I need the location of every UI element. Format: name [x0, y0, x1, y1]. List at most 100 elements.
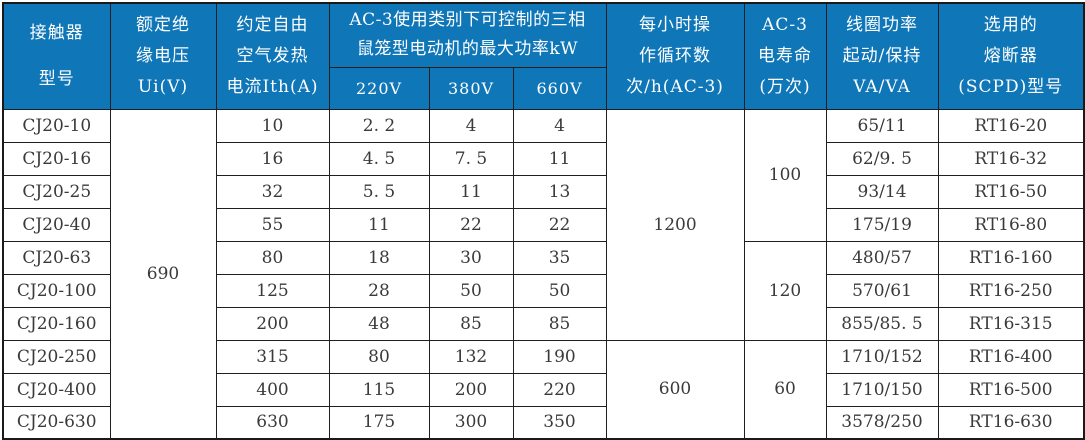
cell-thermal-current: 630 — [215, 405, 330, 440]
cell-power-220v: 80 — [328, 339, 430, 374]
cell-fuse-model: RT16-50 — [937, 174, 1085, 209]
cell-power-660v: 4 — [512, 108, 607, 143]
cell-power-380v: 85 — [428, 306, 514, 341]
cell-thermal-current: 55 — [215, 207, 330, 242]
header-fuse-model: 选用的 熔断器 (SCPD)型号 — [937, 2, 1085, 110]
cell-model: CJ20-10 — [2, 108, 111, 143]
cell-power-380v: 200 — [428, 372, 514, 407]
header-model: 接触器 型号 — [2, 2, 111, 110]
cell-thermal-current: 200 — [215, 306, 330, 341]
cell-power-660v: 220 — [512, 372, 607, 407]
cell-power-380v: 30 — [428, 240, 514, 275]
cell-coil-power: 480/57 — [825, 240, 939, 275]
cell-coil-power: 1710/152 — [825, 339, 939, 374]
header-fuse-line1: 选用的 — [983, 14, 1038, 35]
table-row: CJ20-16 16 4. 5 7. 5 11 62/9. 5 RT16-32 — [2, 141, 1085, 176]
header-ac3-max-power-group: AC-3使用类别下可控制的三相 鼠笼型电动机的最大功率kW — [328, 2, 607, 68]
table-row: CJ20-400 400 115 200 220 1710/150 RT16-5… — [2, 372, 1085, 407]
cell-power-660v: 13 — [512, 174, 607, 209]
cell-fuse-model: RT16-630 — [937, 405, 1085, 440]
cell-fuse-model: RT16-80 — [937, 207, 1085, 242]
cell-power-660v: 350 — [512, 405, 607, 440]
header-cycles-per-hour: 每小时操 作循环数 次/h(AC-3) — [605, 2, 745, 110]
header-model-line1: 接触器 — [29, 23, 84, 44]
cell-model: CJ20-400 — [2, 372, 111, 407]
cell-power-660v: 85 — [512, 306, 607, 341]
cell-power-380v: 22 — [428, 207, 514, 242]
header-thermal-line2: 空气发热 — [236, 45, 309, 66]
cell-power-380v: 7. 5 — [428, 141, 514, 176]
cell-model: CJ20-63 — [2, 240, 111, 275]
header-electrical-life: AC-3 电寿命 (万次) — [743, 2, 827, 110]
table-row: CJ20-10 690 10 2. 2 4 4 1200 100 65/11 R… — [2, 108, 1085, 440]
header-thermal-line1: 约定自由 — [236, 14, 309, 35]
cell-life-merged-100: 100 — [743, 108, 827, 242]
header-cycles-line1: 每小时操 — [639, 14, 712, 35]
cell-power-660v: 35 — [512, 240, 607, 275]
header-thermal-line3: 电流Ith(A) — [226, 76, 319, 97]
cell-coil-power: 175/19 — [825, 207, 939, 242]
header-coil-line1: 线圈功率 — [846, 14, 919, 35]
header-life-line1: AC-3 — [762, 14, 808, 35]
cell-fuse-model: RT16-315 — [937, 306, 1085, 341]
cell-cycles-merged-600: 600 — [605, 339, 745, 440]
header-insulation-line1: 额定绝 — [136, 14, 190, 35]
cell-model: CJ20-630 — [2, 405, 111, 440]
header-voltage-220v: 220V — [328, 66, 430, 110]
table-row: CJ20-100 125 28 50 50 570/61 RT16-250 — [2, 273, 1085, 308]
header-fuse-line2: 熔断器 — [983, 45, 1038, 66]
header-coil-power: 线圈功率 起动/保持 VA/VA — [825, 2, 939, 110]
header-voltage-380v: 380V — [428, 66, 514, 110]
cell-power-220v: 175 — [328, 405, 430, 440]
cell-fuse-model: RT16-500 — [937, 372, 1085, 407]
header-ac3-group-line1: AC-3使用类别下可控制的三相 — [349, 10, 586, 31]
cell-model: CJ20-40 — [2, 207, 111, 242]
table-row: CJ20-63 80 18 30 35 120 480/57 RT16-160 — [2, 240, 1085, 341]
cell-model: CJ20-100 — [2, 273, 111, 308]
cell-model: CJ20-250 — [2, 339, 111, 374]
cell-power-220v: 115 — [328, 372, 430, 407]
header-insulation-line2: 缘电压 — [136, 45, 190, 66]
cell-thermal-current: 32 — [215, 174, 330, 209]
table-header: 接触器 型号 额定绝 缘电压 Ui(V) 约定自由 空气发热 电流Ith(A) … — [2, 2, 1085, 110]
header-insulation-line3: Ui(V) — [137, 76, 189, 97]
cell-model: CJ20-16 — [2, 141, 111, 176]
table-row: CJ20-630 630 175 300 350 3578/250 RT16-6… — [2, 405, 1085, 440]
cell-power-380v: 11 — [428, 174, 514, 209]
cell-life-merged-120: 120 — [743, 240, 827, 341]
header-voltage-660v: 660V — [512, 66, 607, 110]
cell-thermal-current: 80 — [215, 240, 330, 275]
cell-power-380v: 300 — [428, 405, 514, 440]
header-cycles-line3: 次/h(AC-3) — [626, 76, 724, 97]
cell-power-380v: 132 — [428, 339, 514, 374]
cell-thermal-current: 16 — [215, 141, 330, 176]
cell-life-merged-60: 60 — [743, 339, 827, 440]
header-cycles-line2: 作循环数 — [639, 45, 712, 66]
table-row: CJ20-25 32 5. 5 11 13 93/14 RT16-50 — [2, 174, 1085, 209]
cell-power-220v: 5. 5 — [328, 174, 430, 209]
cell-coil-power: 62/9. 5 — [825, 141, 939, 176]
cell-coil-power: 570/61 — [825, 273, 939, 308]
table-row: CJ20-40 55 11 22 22 175/19 RT16-80 — [2, 207, 1085, 242]
cell-insulation-voltage-merged: 690 — [109, 108, 217, 440]
cell-power-660v: 22 — [512, 207, 607, 242]
cell-power-220v: 18 — [328, 240, 430, 275]
cell-thermal-current: 400 — [215, 372, 330, 407]
table-row: CJ20-250 315 80 132 190 600 60 1710/152 … — [2, 339, 1085, 440]
cell-power-220v: 11 — [328, 207, 430, 242]
cell-fuse-model: RT16-20 — [937, 108, 1085, 143]
cell-power-220v: 28 — [328, 273, 430, 308]
cell-power-660v: 50 — [512, 273, 607, 308]
header-model-line2: 型号 — [38, 69, 75, 90]
cell-coil-power: 1710/150 — [825, 372, 939, 407]
cell-power-220v: 48 — [328, 306, 430, 341]
cell-power-380v: 50 — [428, 273, 514, 308]
cell-fuse-model: RT16-32 — [937, 141, 1085, 176]
header-coil-line3: VA/VA — [853, 76, 911, 97]
cell-model: CJ20-25 — [2, 174, 111, 209]
header-life-line3: (万次) — [759, 76, 811, 97]
cell-power-660v: 190 — [512, 339, 607, 374]
cell-thermal-current: 315 — [215, 339, 330, 374]
